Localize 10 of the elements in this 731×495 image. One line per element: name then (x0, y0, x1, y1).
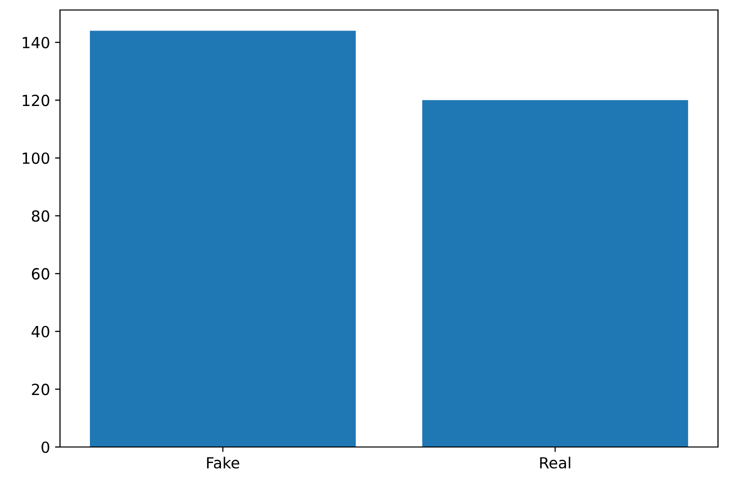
y-tick-label: 20 (32, 384, 50, 396)
y-tick-label: 0 (42, 441, 50, 454)
y-tick-label: 100 (22, 152, 50, 164)
y-tick-label: 140 (22, 36, 50, 48)
x-tick-label: Fake (207, 456, 240, 469)
y-tick-label: 120 (22, 94, 50, 106)
x-tick-label: Real (540, 456, 570, 469)
y-tick-label: 40 (32, 326, 50, 338)
y-tick-label: 80 (32, 210, 50, 222)
y-tick-label: 60 (32, 268, 50, 280)
